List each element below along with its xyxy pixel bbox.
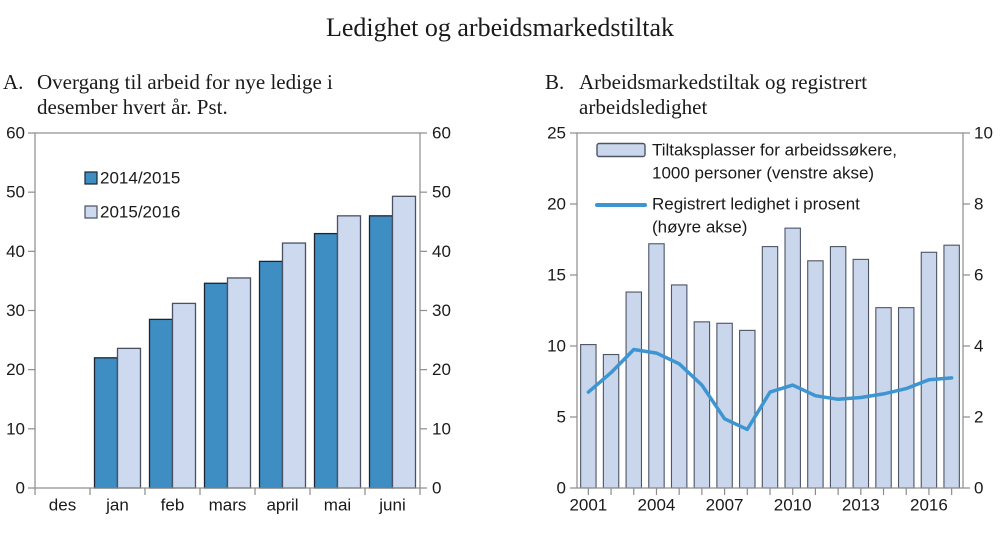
chart-b-bar-2009: [761, 246, 779, 489]
chart-b-bar-line: 0 5 10 15 20 25 0 2 4 6 8 10 2001 2004 2007 2010 2013 201…: [547, 124, 993, 515]
chart-b-legend-bar-line-1: Tiltaksplasser for arbeidssøkere,: [652, 141, 897, 160]
chart-b-xtick-label-2013: 2013: [842, 496, 880, 515]
chart-b-ytick-label-left: 10: [547, 337, 566, 356]
chart-a-ytick-label-left: 20: [6, 360, 25, 379]
chart-b-legend-line-line-1: Registrert ledighet i prosent: [652, 195, 860, 214]
chart-b-bar-2015: [897, 307, 915, 489]
chart-b-bar-2008: [739, 329, 756, 489]
chart-a-ytick-label-left: 0: [16, 479, 25, 498]
chart-b-ytick-label-right: 6: [974, 266, 983, 285]
chart-a-ytick-label-right: 40: [432, 242, 451, 261]
chart-b-bar-2011: [807, 260, 824, 489]
panel-b-title-text: Arbeidsmarkedstiltak og registrert arbei…: [579, 70, 867, 120]
chart-a-xtick-label-april: april: [266, 496, 298, 515]
chart-b-ytick-label-right: 4: [974, 337, 983, 356]
chart-a-bar-mai-2015-2016: [336, 215, 362, 489]
chart-b-xtick-label-2001: 2001: [569, 496, 607, 515]
chart-a-bar-feb-2015-2016: [171, 302, 197, 489]
chart-a-ytick-label-left: 50: [6, 183, 25, 202]
chart-a-xtick-label-juni: juni: [378, 496, 405, 515]
chart-a-bar-mai-2014-2015: [313, 232, 339, 489]
chart-b-xtick-label-2004: 2004: [638, 496, 676, 515]
chart-a-xtick-label-jan: jan: [105, 496, 129, 515]
panel-b-title: B. Arbeidsmarkedstiltak og registrert ar…: [545, 70, 975, 120]
chart-a-legend-swatch-2015-2016: [84, 205, 98, 219]
chart-b-ytick-label-left: 20: [547, 195, 566, 214]
chart-a-ytick-label-left: 30: [6, 301, 25, 320]
chart-a-legend-swatch-2014-2015: [84, 171, 98, 185]
panel-b-title-line-1: Arbeidsmarkedstiltak og registrert: [579, 70, 868, 94]
chart-b-ytick-label-right: 10: [974, 124, 993, 143]
chart-b-xtick-label-2007: 2007: [706, 496, 744, 515]
chart-b-bar-2013: [852, 258, 870, 489]
chart-a-ytick-label-right: 30: [432, 301, 451, 320]
chart-a-ytick-label-left: 60: [6, 124, 25, 143]
chart-b-ytick-label-left: 25: [547, 124, 566, 143]
chart-a-legend-label-2014-2015: 2014/2015: [100, 169, 180, 188]
chart-a-ytick-label-right: 10: [432, 419, 451, 438]
chart-a-bar-juni-2015-2016: [391, 195, 417, 489]
figure-title: Ledighet og arbeidsmarkedstiltak: [325, 13, 674, 42]
chart-b-bar-2003: [625, 291, 643, 489]
chart-b-xtick-label-2010: 2010: [774, 496, 812, 515]
panel-a-title-line-2: desember hvert år. Pst.: [37, 95, 228, 119]
chart-a-xtick-label-mai: mai: [324, 496, 351, 515]
chart-a-bar-jan-2014-2015: [93, 357, 119, 489]
chart-a-bar-april-2014-2015: [258, 260, 284, 489]
chart-a-ytick-label-left: 40: [6, 242, 25, 261]
chart-a-bar-april-2015-2016: [281, 242, 307, 489]
chart-a-bar-juni-2014-2015: [368, 215, 394, 489]
chart-a-legend-label-2015-2016: 2015/2016: [100, 203, 180, 222]
chart-a-ytick-label-right: 20: [432, 360, 451, 379]
chart-a-ytick-label-left: 10: [6, 419, 25, 438]
chart-a-grouped-bar: 0 0 10 10 20 20 30 30 40 40 50 50 60 60 des jan feb mars a…: [6, 124, 451, 515]
chart-b-bar-2016: [920, 251, 938, 489]
chart-b-bar-2005: [670, 284, 688, 489]
chart-b-bar-2001: [580, 344, 597, 489]
panel-b-label: B.: [545, 70, 565, 94]
chart-b-bar-2017: [943, 244, 960, 489]
chart-b-ytick-label-left: 5: [557, 408, 566, 427]
chart-b-bar-2014: [875, 307, 892, 489]
chart-b-bar-2006: [693, 321, 711, 489]
chart-a-ytick-label-right: 60: [432, 124, 451, 143]
chart-b-xtick-label-2016: 2016: [910, 496, 948, 515]
chart-b-legend-swatch-bar: [596, 142, 646, 158]
panel-a-title: A. Overgang til arbeid for nye ledige i …: [3, 70, 433, 120]
chart-a-ytick-label-right: 50: [432, 183, 451, 202]
chart-b-ytick-label-left: 15: [547, 266, 566, 285]
chart-b-legend-bar-line-2: 1000 personer (venstre akse): [652, 164, 874, 183]
chart-a-bar-feb-2014-2015: [148, 318, 174, 489]
panel-a-title-text: Overgang til arbeid for nye ledige i des…: [37, 70, 333, 120]
chart-a-bar-mars-2015-2016: [226, 277, 252, 489]
chart-a-xtick-label-feb: feb: [161, 496, 185, 515]
chart-b-legend-line-line-2: (høyre akse): [652, 218, 747, 237]
chart-a-ytick-label-right: 0: [432, 479, 441, 498]
chart-b-ytick-label-right: 8: [974, 195, 983, 214]
panel-a-label: A.: [3, 70, 24, 94]
chart-b-ytick-label-right: 0: [974, 479, 983, 498]
chart-a-xtick-label-des: des: [49, 496, 76, 515]
chart-b-bar-2004: [648, 243, 665, 489]
chart-b-ytick-label-left: 0: [557, 479, 566, 498]
chart-b-bar-2012: [829, 246, 847, 489]
chart-b-bar-2010: [784, 227, 801, 489]
panel-b-title-line-2: arbeidsledighet: [579, 95, 708, 119]
chart-b-bar-2007: [716, 322, 733, 489]
panel-a-title-line-1: Overgang til arbeid for nye ledige i: [37, 70, 333, 94]
chart-b-unemployment-line: [586, 347, 954, 432]
chart-a-bar-jan-2015-2016: [116, 347, 142, 489]
chart-a-xtick-label-mars: mars: [209, 496, 247, 515]
chart-a-bar-mars-2014-2015: [203, 282, 229, 489]
chart-b-ytick-label-right: 2: [974, 408, 983, 427]
